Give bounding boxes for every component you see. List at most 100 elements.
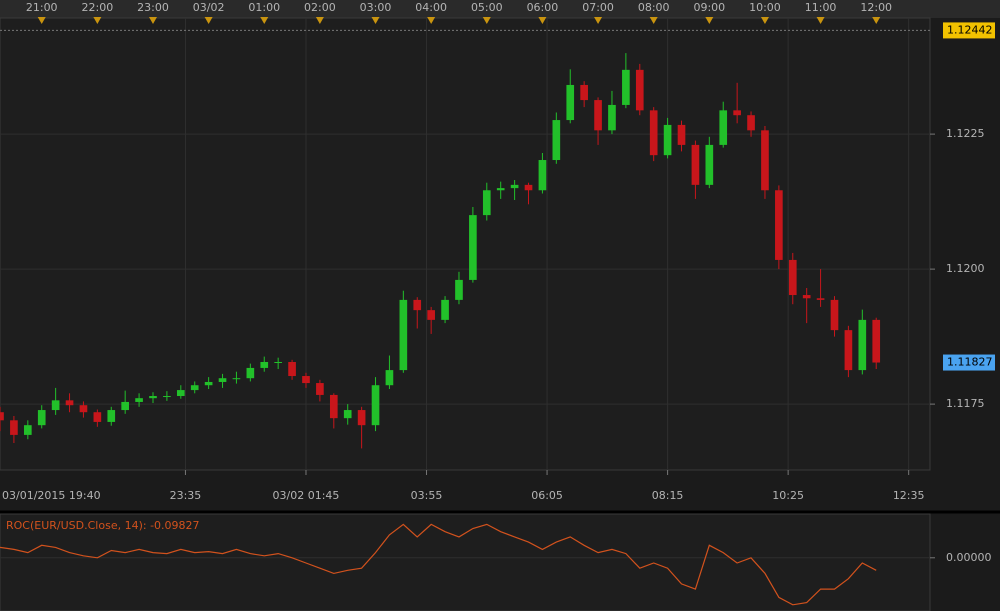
top-tick-label: 09:00	[693, 1, 725, 14]
candle-body	[232, 378, 241, 380]
top-tick-marker	[482, 17, 491, 24]
candle-body	[524, 184, 533, 191]
top-tick-marker	[204, 17, 213, 24]
candle-body	[260, 361, 269, 368]
x-tick-label: 12:35	[893, 489, 925, 502]
top-tick-label: 21:00	[26, 1, 58, 14]
candle-body	[107, 410, 116, 422]
candle-body	[51, 400, 60, 411]
candle-body	[399, 299, 408, 371]
top-tick-label: 07:00	[582, 1, 614, 14]
candle-body	[858, 319, 867, 371]
last-price-label: 1.11827	[947, 356, 993, 369]
candle-body	[469, 215, 477, 280]
candle-body	[302, 376, 310, 384]
top-tick-label: 01:00	[248, 1, 280, 14]
candle-body	[482, 190, 491, 216]
x-tick-label: 03/02 01:45	[273, 489, 340, 502]
candle-body	[190, 385, 199, 391]
top-tick-marker	[427, 17, 436, 24]
top-tick-label: 02:00	[304, 1, 336, 14]
top-tick-marker	[649, 17, 658, 24]
x-tick-label: 03:55	[411, 489, 443, 502]
top-tick-marker	[260, 17, 269, 24]
top-tick-label: 06:00	[527, 1, 559, 14]
candle-body	[246, 367, 255, 379]
candle-body	[357, 410, 366, 426]
top-tick-label: 10:00	[749, 1, 781, 14]
candle-body	[733, 110, 741, 116]
top-tick-label: 05:00	[471, 1, 503, 14]
candle-body	[691, 144, 700, 185]
top-tick-label: 11:00	[805, 1, 837, 14]
candle-body	[204, 381, 213, 386]
candle-body	[274, 361, 282, 363]
candle-body	[37, 410, 46, 426]
x-tick-label: 23:35	[170, 489, 202, 502]
indicator-title: ROC(EUR/USD.Close, 14): -0.09827	[6, 519, 200, 532]
candle-body	[649, 110, 658, 156]
candle-body	[79, 405, 88, 413]
candle-body	[0, 412, 4, 421]
candle-body	[747, 115, 755, 131]
candle-body	[677, 124, 686, 145]
candle-body	[538, 160, 547, 191]
x-tick-label: 10:25	[772, 489, 804, 502]
candle-body	[775, 190, 783, 260]
candle-body	[830, 299, 839, 331]
candle-body	[329, 394, 338, 419]
candle-body	[10, 420, 18, 435]
top-tick-marker	[538, 17, 547, 24]
candle-body	[719, 110, 728, 145]
candle-body	[65, 400, 74, 406]
last-price-box	[943, 354, 995, 371]
x-tick-label: 03/01/2015 19:40	[2, 489, 101, 502]
price-panel	[0, 17, 931, 471]
candle-body	[566, 84, 575, 121]
candle-body	[455, 279, 463, 300]
candle-body	[427, 310, 435, 320]
y-tick-label: 1.1175	[946, 397, 985, 410]
top-tick-marker	[148, 17, 157, 24]
top-tick-marker	[594, 17, 603, 24]
candle-body	[288, 361, 296, 377]
top-tick-marker	[705, 17, 714, 24]
candle-body	[705, 144, 714, 185]
high-label: 1.12442	[947, 23, 993, 36]
candle-body	[802, 295, 811, 299]
candle-body	[316, 383, 324, 395]
candle-body	[663, 124, 672, 156]
candle-body	[816, 298, 825, 300]
high-label-box	[943, 22, 995, 39]
top-tick-label: 03/02	[193, 1, 225, 14]
top-tick-marker	[93, 17, 102, 24]
y-tick-label: 0.00000	[946, 551, 992, 564]
candle-body	[371, 385, 380, 426]
candle-body	[761, 130, 769, 191]
candle-body	[218, 378, 227, 382]
candle-body	[608, 104, 616, 131]
top-tick-marker	[816, 17, 825, 24]
candle-body	[622, 69, 630, 105]
y-tick-label: 1.1200	[946, 262, 985, 275]
candle-body	[163, 396, 171, 398]
top-tick-label: 12:00	[860, 1, 892, 14]
indicator-panel	[0, 513, 931, 611]
top-tick-label: 08:00	[638, 1, 670, 14]
candle-body	[635, 69, 644, 111]
candle-body	[176, 390, 185, 397]
candle-body	[93, 412, 102, 422]
candle-body	[594, 100, 602, 131]
candle-body	[552, 120, 561, 161]
top-tick-marker	[315, 17, 324, 24]
candle-body	[121, 401, 129, 411]
y-tick-label: 1.1225	[946, 127, 985, 140]
candle-body	[510, 184, 519, 189]
candle-body	[844, 330, 853, 371]
top-tick-marker	[37, 17, 46, 24]
candle-body	[413, 299, 422, 311]
candle-body	[149, 396, 157, 399]
top-tick-marker	[872, 17, 881, 24]
candle-body	[23, 425, 32, 435]
